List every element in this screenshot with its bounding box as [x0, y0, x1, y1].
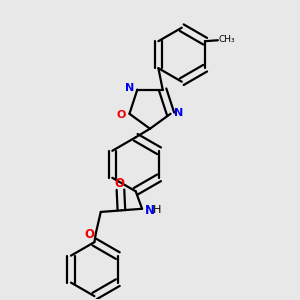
Text: CH₃: CH₃ — [219, 35, 236, 44]
Text: N: N — [173, 108, 183, 118]
Text: N: N — [145, 204, 155, 217]
Text: O: O — [115, 177, 124, 190]
Text: O: O — [116, 110, 126, 120]
Text: N: N — [125, 83, 134, 93]
Text: O: O — [84, 228, 94, 241]
Text: H: H — [153, 206, 161, 215]
